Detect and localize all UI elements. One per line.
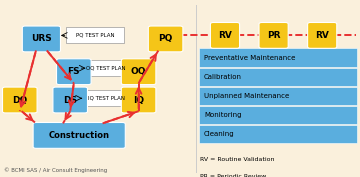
FancyBboxPatch shape xyxy=(77,90,135,106)
FancyBboxPatch shape xyxy=(259,22,288,48)
Text: PQ: PQ xyxy=(158,35,173,43)
FancyBboxPatch shape xyxy=(53,87,87,113)
Text: FS: FS xyxy=(67,67,80,76)
Text: PR = Periodic Review: PR = Periodic Review xyxy=(200,174,266,177)
Text: PQ TEST PLAN: PQ TEST PLAN xyxy=(76,33,115,38)
FancyBboxPatch shape xyxy=(121,59,156,85)
FancyBboxPatch shape xyxy=(121,87,156,113)
Text: Monitoring: Monitoring xyxy=(204,112,242,118)
FancyBboxPatch shape xyxy=(148,26,183,52)
Text: RV: RV xyxy=(218,31,232,40)
Text: Calibration: Calibration xyxy=(204,74,242,80)
FancyBboxPatch shape xyxy=(33,122,125,148)
Text: RV: RV xyxy=(315,31,329,40)
FancyBboxPatch shape xyxy=(199,87,357,105)
FancyBboxPatch shape xyxy=(210,22,240,48)
Text: Preventative Maintenance: Preventative Maintenance xyxy=(204,55,296,61)
Text: URS: URS xyxy=(31,35,52,43)
Text: OQ: OQ xyxy=(131,67,147,76)
FancyBboxPatch shape xyxy=(77,60,135,76)
FancyBboxPatch shape xyxy=(307,22,337,48)
FancyBboxPatch shape xyxy=(199,106,357,124)
Text: OQ TEST PLAN: OQ TEST PLAN xyxy=(86,66,126,71)
FancyBboxPatch shape xyxy=(67,27,125,43)
Text: PR: PR xyxy=(267,31,280,40)
Text: DQ: DQ xyxy=(12,96,27,104)
Text: Construction: Construction xyxy=(49,131,110,140)
Text: IQ TEST PLAN: IQ TEST PLAN xyxy=(88,96,125,101)
Text: IQ: IQ xyxy=(133,96,144,104)
Text: © BCMI SAS / Air Consult Engineering: © BCMI SAS / Air Consult Engineering xyxy=(4,168,107,173)
FancyBboxPatch shape xyxy=(3,87,37,113)
FancyBboxPatch shape xyxy=(22,26,60,52)
Text: Unplanned Maintenance: Unplanned Maintenance xyxy=(204,93,289,99)
FancyBboxPatch shape xyxy=(199,48,357,67)
Text: DS: DS xyxy=(63,96,77,104)
Text: RV = Routine Validation: RV = Routine Validation xyxy=(200,157,274,162)
FancyBboxPatch shape xyxy=(199,68,357,86)
FancyBboxPatch shape xyxy=(57,59,91,85)
FancyBboxPatch shape xyxy=(199,125,357,143)
Text: Cleaning: Cleaning xyxy=(204,131,235,137)
